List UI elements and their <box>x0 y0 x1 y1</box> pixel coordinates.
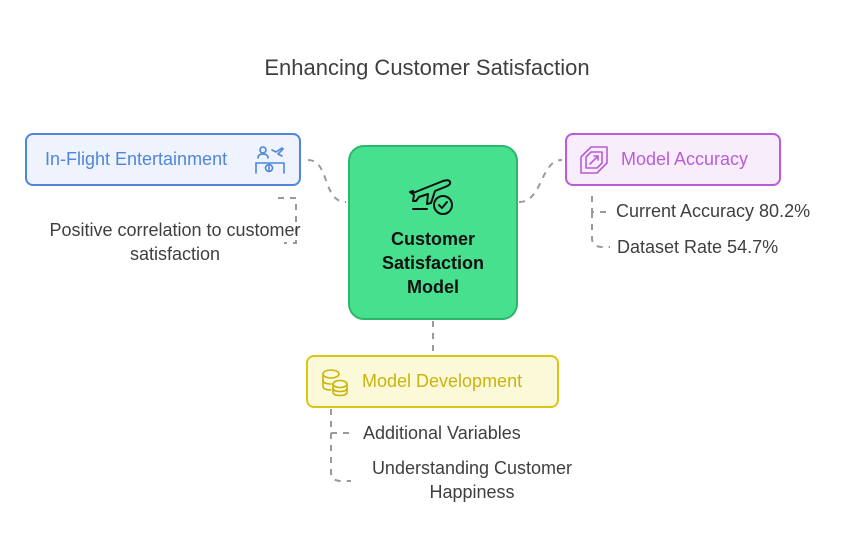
note-understanding-customer-happiness: Understanding Customer Happiness <box>371 458 573 502</box>
plane-check-icon <box>409 179 453 215</box>
node-model-development[interactable]: Model Development <box>306 355 559 408</box>
node-model-accuracy[interactable]: Model Accuracy <box>565 133 781 186</box>
node-customer-satisfaction-model[interactable]: Customer Satisfaction Model <box>348 145 518 320</box>
target-ticket-icon <box>580 145 608 174</box>
connector-development-notes <box>330 409 351 482</box>
note-current-accuracy: Current Accuracy 80.2% <box>616 201 811 221</box>
center-label: Customer Satisfaction Model <box>381 229 485 297</box>
node-model-development-label: Model Development <box>362 371 523 391</box>
node-model-accuracy-label: Model Accuracy <box>621 149 749 169</box>
note-additional-variables: Additional Variables <box>363 423 521 443</box>
passenger-seat-icon <box>255 145 285 174</box>
note-dataset-rate: Dataset Rate 54.7% <box>617 237 779 257</box>
coins-stack-icon <box>322 368 348 396</box>
node-in-flight-entertainment-label: In-Flight Entertainment <box>45 149 228 169</box>
note-entertainment: Positive correlation to customer satisfa… <box>49 220 301 264</box>
connector-entertainment-note <box>278 197 297 244</box>
node-in-flight-entertainment[interactable]: In-Flight Entertainment <box>25 133 301 186</box>
connector-center-accuracy <box>518 159 563 203</box>
connector-accuracy-notes <box>591 196 610 248</box>
connector-entertainment-center <box>307 159 347 203</box>
diagram-title: Enhancing Customer Satisfaction <box>264 55 590 80</box>
